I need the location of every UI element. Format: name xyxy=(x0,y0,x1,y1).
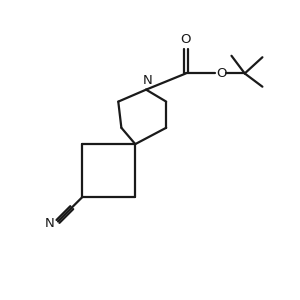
Text: O: O xyxy=(217,67,227,80)
Text: O: O xyxy=(181,33,191,46)
Text: N: N xyxy=(143,74,152,87)
Text: N: N xyxy=(45,217,55,230)
